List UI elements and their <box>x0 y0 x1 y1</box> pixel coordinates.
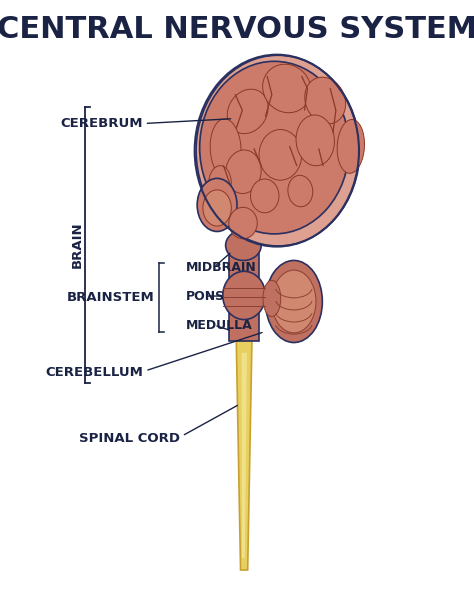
Ellipse shape <box>263 64 311 113</box>
Ellipse shape <box>259 130 302 180</box>
Ellipse shape <box>223 272 265 320</box>
Ellipse shape <box>196 55 360 246</box>
Ellipse shape <box>203 190 231 226</box>
Text: CENTRAL NERVOUS SYSTEM: CENTRAL NERVOUS SYSTEM <box>0 15 474 44</box>
Text: BRAINSTEM: BRAINSTEM <box>66 291 154 304</box>
Ellipse shape <box>272 270 316 333</box>
Ellipse shape <box>226 230 261 261</box>
Text: MEDULLA: MEDULLA <box>185 319 252 331</box>
Ellipse shape <box>210 119 241 179</box>
Ellipse shape <box>288 175 313 207</box>
Ellipse shape <box>265 261 322 342</box>
Ellipse shape <box>296 115 335 166</box>
Ellipse shape <box>226 150 261 194</box>
Text: PONS: PONS <box>185 289 225 303</box>
Ellipse shape <box>200 62 349 234</box>
Ellipse shape <box>305 77 346 124</box>
Ellipse shape <box>337 119 365 174</box>
Ellipse shape <box>229 207 257 239</box>
Ellipse shape <box>251 179 279 213</box>
Text: SPINAL CORD: SPINAL CORD <box>79 432 180 445</box>
Ellipse shape <box>227 89 268 133</box>
Text: CEREBELLUM: CEREBELLUM <box>46 365 144 379</box>
Ellipse shape <box>263 280 281 317</box>
Polygon shape <box>236 340 252 570</box>
Ellipse shape <box>197 178 237 231</box>
Polygon shape <box>242 353 247 558</box>
Polygon shape <box>229 238 259 340</box>
Text: CEREBRUM: CEREBRUM <box>60 117 143 130</box>
Ellipse shape <box>209 166 231 202</box>
Text: MIDBRAIN: MIDBRAIN <box>185 261 256 273</box>
Text: BRAIN: BRAIN <box>71 222 83 268</box>
